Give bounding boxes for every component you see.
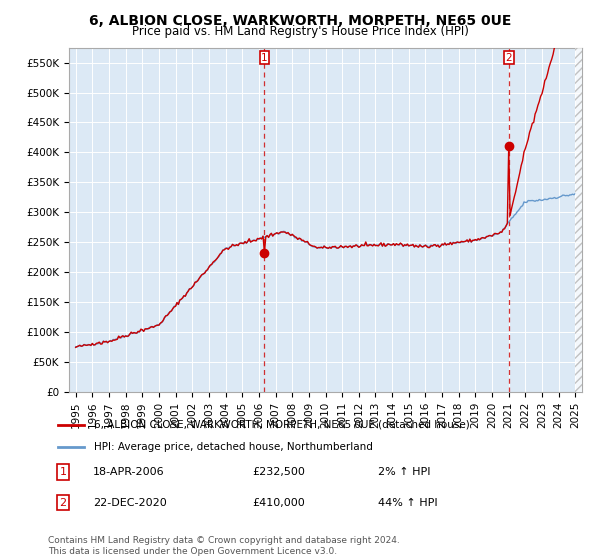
Text: 1: 1 (59, 467, 67, 477)
Text: 6, ALBION CLOSE, WARKWORTH, MORPETH, NE65 0UE (detached house): 6, ALBION CLOSE, WARKWORTH, MORPETH, NE6… (94, 420, 470, 430)
Text: 18-APR-2006: 18-APR-2006 (93, 467, 164, 477)
Text: £232,500: £232,500 (252, 467, 305, 477)
Text: 2: 2 (505, 53, 512, 63)
Text: 2% ↑ HPI: 2% ↑ HPI (378, 467, 431, 477)
Text: £410,000: £410,000 (252, 498, 305, 507)
Text: HPI: Average price, detached house, Northumberland: HPI: Average price, detached house, Nort… (94, 442, 373, 452)
Text: 22-DEC-2020: 22-DEC-2020 (93, 498, 167, 507)
Text: 1: 1 (261, 53, 268, 63)
Text: 6, ALBION CLOSE, WARKWORTH, MORPETH, NE65 0UE: 6, ALBION CLOSE, WARKWORTH, MORPETH, NE6… (89, 14, 511, 28)
Text: 2: 2 (59, 498, 67, 507)
Text: Price paid vs. HM Land Registry's House Price Index (HPI): Price paid vs. HM Land Registry's House … (131, 25, 469, 38)
Text: Contains HM Land Registry data © Crown copyright and database right 2024.
This d: Contains HM Land Registry data © Crown c… (48, 536, 400, 556)
Text: 44% ↑ HPI: 44% ↑ HPI (378, 498, 437, 507)
